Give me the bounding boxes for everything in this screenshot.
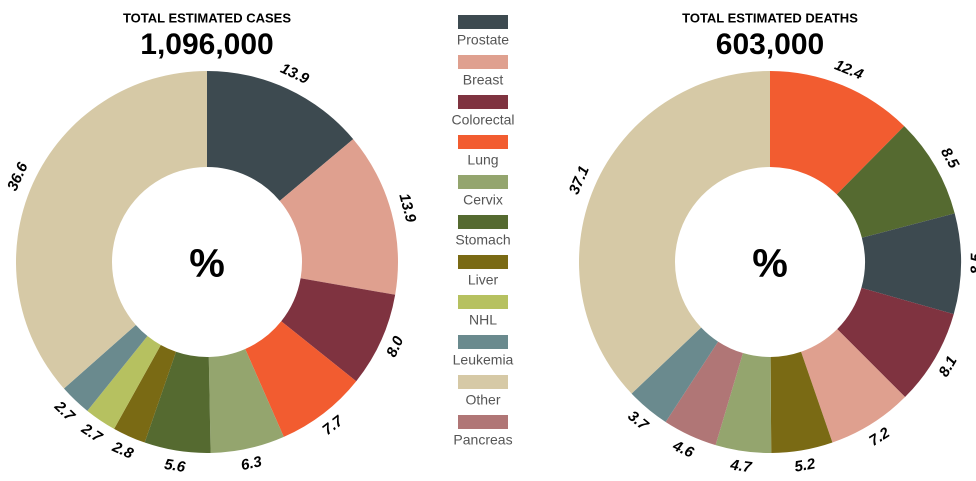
legend-label: Colorectal [451,112,514,128]
value-label: 13.9 [278,60,312,88]
value-label: 8.5 [937,145,962,172]
donut-slice [579,71,770,394]
value-label: 2.7 [50,397,78,425]
legend-swatch [458,415,508,429]
legend-label: Breast [463,72,504,88]
legend-label: Cervix [463,192,503,208]
center-label: % [752,242,788,286]
legend-label: NHL [469,312,497,328]
value-label: 3.7 [624,407,651,434]
legend-swatch [458,255,508,269]
value-label: 5.6 [163,456,187,476]
value-label: 6.3 [239,453,264,474]
donut-slice [770,351,833,453]
donut-slice [631,327,719,422]
legend-swatch [458,335,508,349]
value-label: 37.1 [566,163,593,197]
chart-title: TOTAL ESTIMATED DEATHS [682,10,858,25]
value-label: 4.7 [728,456,753,476]
donut-slice [281,278,396,382]
value-label: 2.8 [109,438,136,463]
chart-total: 603,000 [716,28,824,61]
donut-slice [114,345,177,443]
donut-slice [279,139,399,295]
value-label: 7.7 [319,412,346,439]
donut-slice [144,351,211,454]
legend-swatch [458,135,508,149]
value-label: 8.0 [383,333,407,360]
donut-slice [837,287,954,398]
value-label: 13.9 [395,192,419,225]
value-label: 12.4 [832,57,866,84]
legend-label: Stomach [455,232,510,248]
legend-label: Other [465,392,500,408]
value-label: 5.2 [793,455,817,475]
center-label: % [189,242,225,286]
legend-swatch [458,295,508,309]
donut-slice [715,353,772,453]
legend-swatch [458,375,508,389]
value-label: 4.6 [669,437,697,462]
legend-label: Lung [467,152,498,168]
donut-slice [207,71,354,201]
donut-slice [15,70,208,389]
legend-label: Pancreas [453,432,512,448]
donut-slice [63,324,148,411]
donut-slice [208,348,284,453]
donut-slice [87,336,161,429]
legend-label: Prostate [457,32,509,48]
legend-swatch [458,175,508,189]
value-label: 8.1 [935,353,960,380]
legend-label: Liver [468,272,499,288]
value-label: 7.2 [866,424,893,450]
legend-label: Leukemia [453,352,514,368]
donut-slice [665,341,743,446]
value-label: 36.6 [4,159,32,193]
donut-slice [836,126,955,238]
value-label: 2.7 [77,420,105,447]
legend-swatch [458,15,508,29]
value-label: 8.5 [968,253,976,275]
donut-slice [770,71,905,195]
donut-slice [245,321,357,437]
legend-swatch [458,95,508,109]
donut-slice [801,329,906,443]
legend-swatch [458,55,508,69]
legend-swatch [458,215,508,229]
chart-total: 1,096,000 [140,28,273,61]
donut-slice [861,213,961,315]
chart-title: TOTAL ESTIMATED CASES [123,10,291,25]
